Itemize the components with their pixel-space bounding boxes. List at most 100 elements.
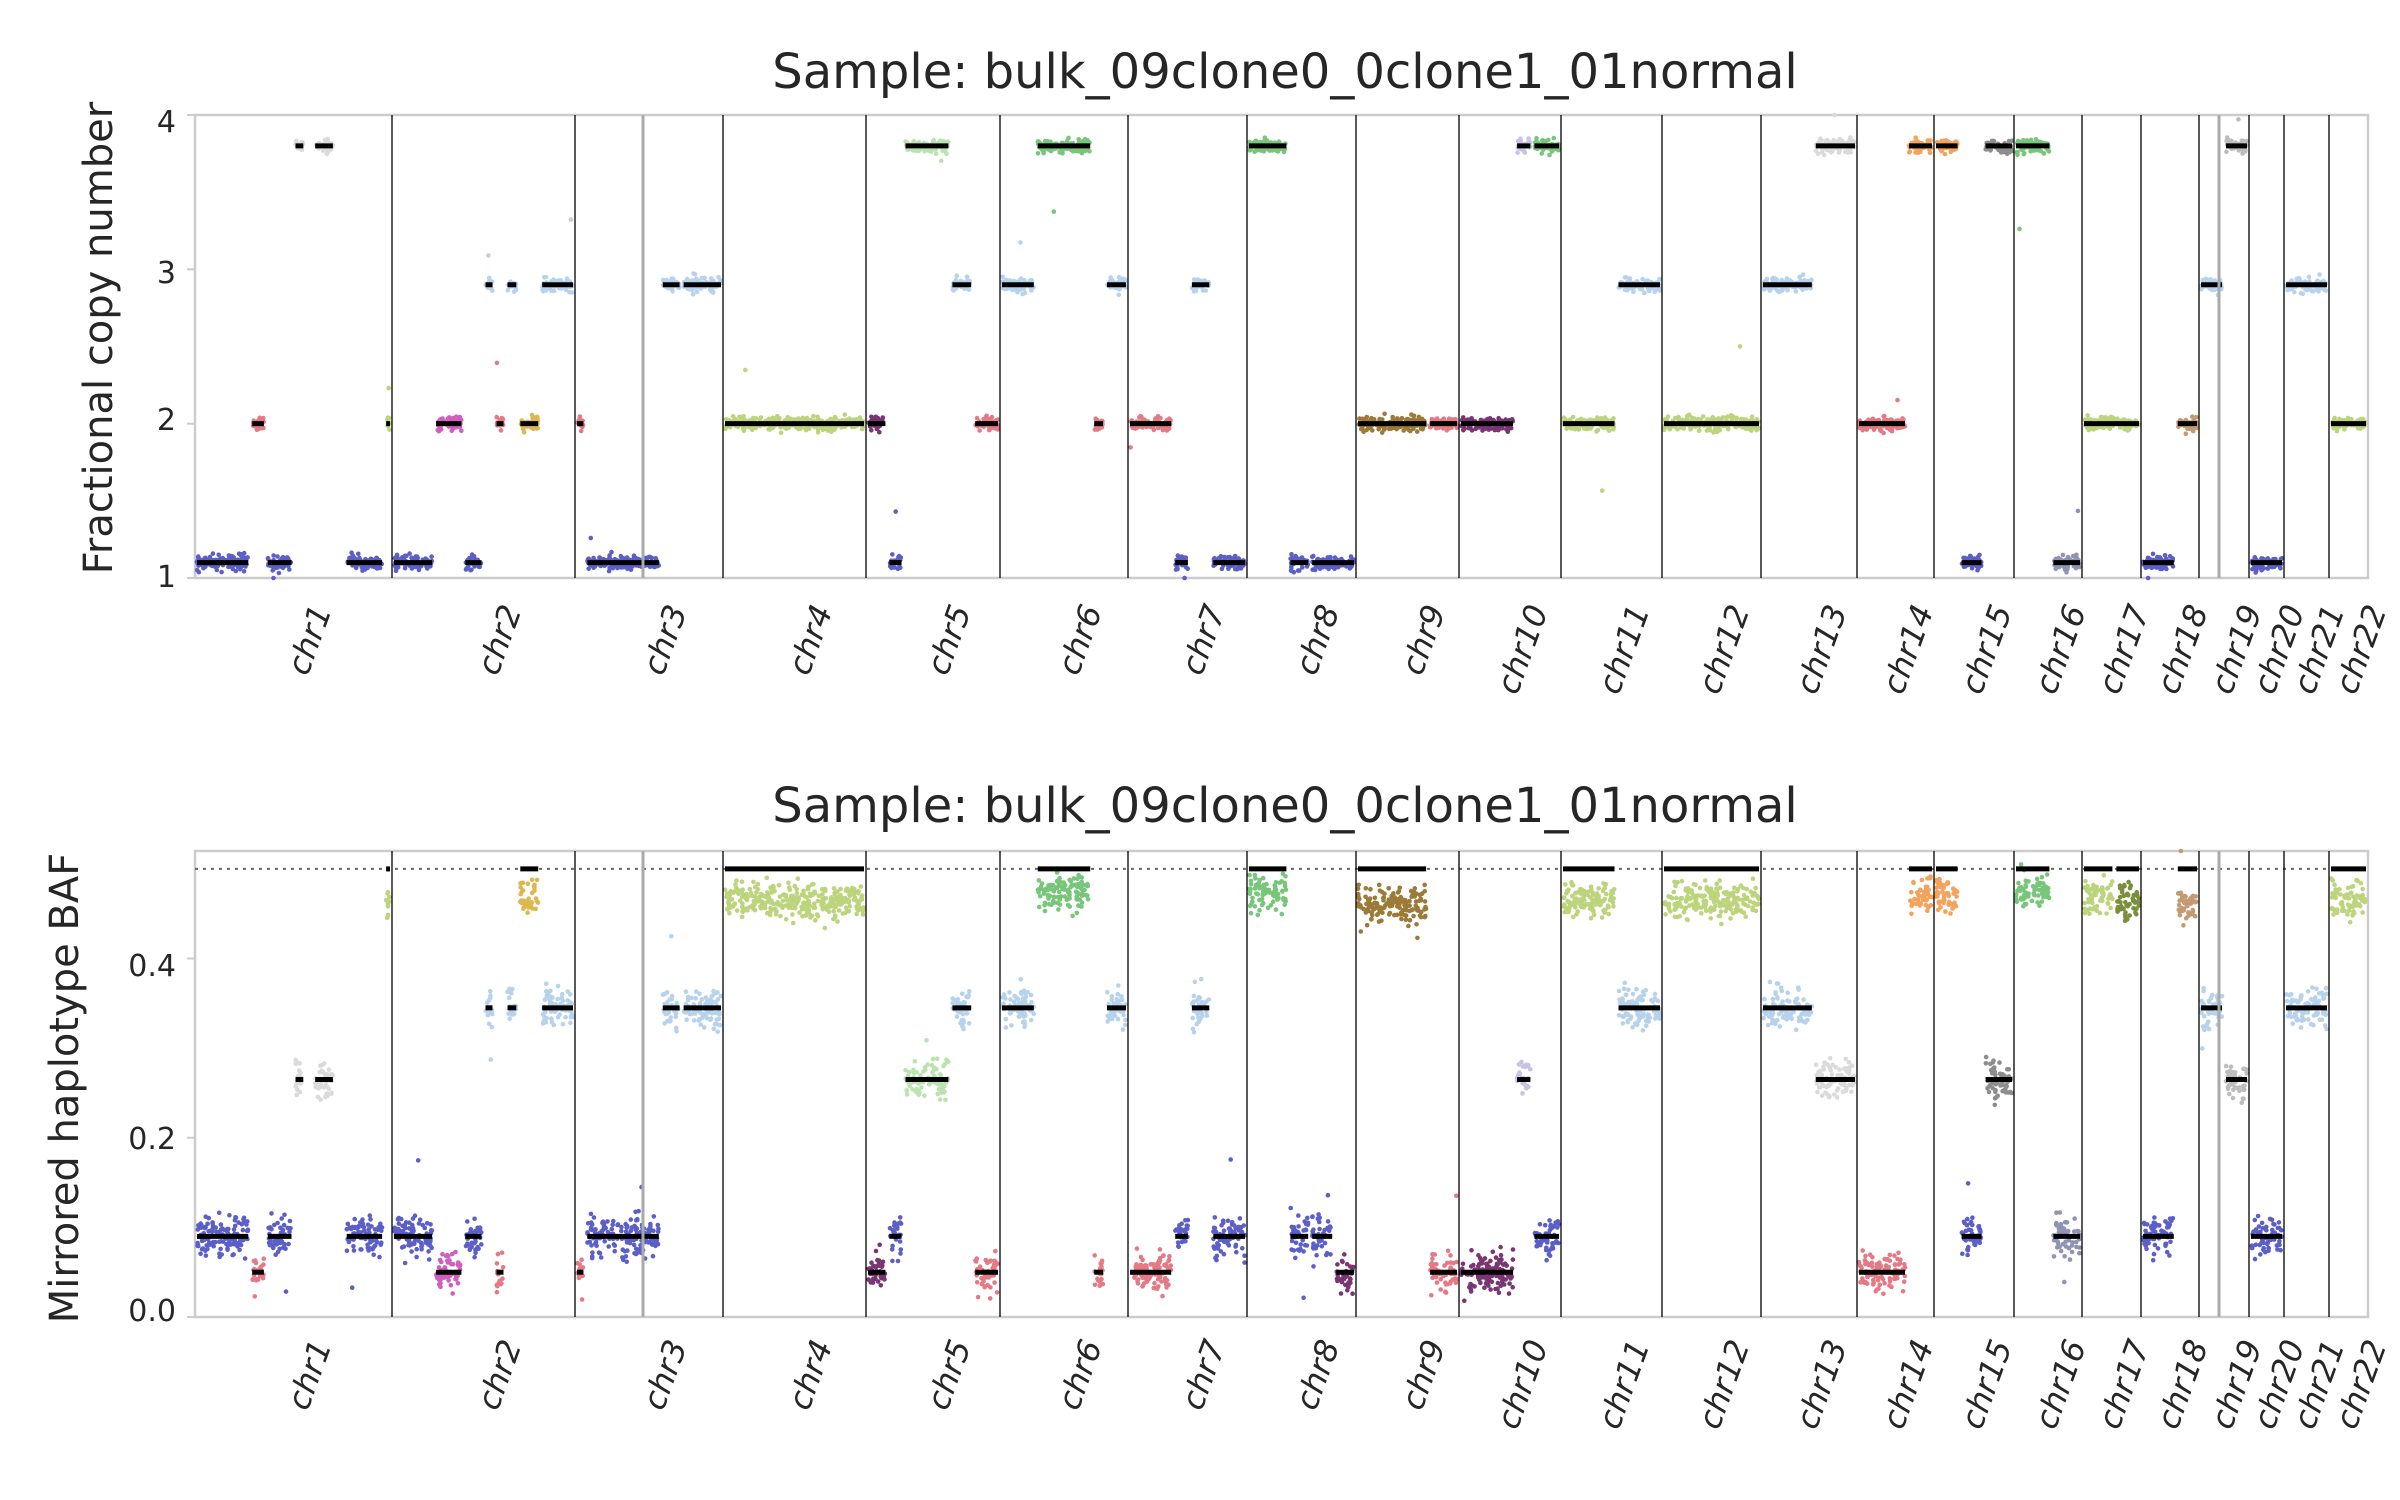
data-point bbox=[770, 415, 776, 421]
data-point bbox=[280, 565, 286, 571]
data-point bbox=[2253, 570, 2258, 575]
data-point bbox=[426, 1249, 431, 1254]
data-point bbox=[1977, 552, 1982, 558]
data-point bbox=[869, 428, 874, 433]
data-point bbox=[778, 430, 784, 436]
data-point bbox=[1818, 136, 1823, 141]
data-point bbox=[1441, 416, 1447, 422]
data-point bbox=[242, 1256, 248, 1261]
data-point bbox=[741, 414, 746, 419]
y-tick-label: 1 bbox=[157, 560, 176, 595]
x-tick-label-chr14: chr14 bbox=[1874, 600, 1941, 699]
data-point bbox=[378, 1242, 384, 1247]
data-point bbox=[1913, 135, 1918, 140]
data-point bbox=[252, 1294, 258, 1299]
data-point bbox=[233, 1215, 239, 1220]
data-point bbox=[1443, 425, 1449, 431]
data-point bbox=[1622, 287, 1628, 293]
data-point bbox=[352, 1216, 358, 1222]
data-point bbox=[396, 1221, 402, 1226]
data-point bbox=[2200, 278, 2206, 283]
data-point bbox=[1420, 427, 1425, 432]
y-tick-label: 3 bbox=[157, 256, 176, 291]
data-point bbox=[2060, 552, 2066, 558]
data-point bbox=[535, 425, 541, 431]
data-point bbox=[896, 553, 902, 559]
data-point bbox=[1793, 289, 1799, 294]
data-point bbox=[2358, 416, 2364, 422]
data-point bbox=[1832, 112, 1837, 118]
data-point bbox=[283, 1246, 288, 1252]
data-point bbox=[2306, 274, 2312, 280]
data-point bbox=[203, 1214, 208, 1219]
data-point bbox=[499, 415, 505, 421]
data-point bbox=[500, 1276, 505, 1281]
data-point bbox=[488, 993, 493, 998]
data-point bbox=[2094, 425, 2099, 431]
data-point bbox=[1311, 553, 1316, 559]
x-tick-label-chr10: chr10 bbox=[1489, 600, 1556, 699]
x-tick-label-chr11: chr11 bbox=[1590, 600, 1657, 699]
data-point bbox=[1193, 288, 1199, 294]
data-point bbox=[371, 1245, 377, 1250]
data-point bbox=[2041, 151, 2047, 156]
data-point bbox=[1087, 149, 1092, 154]
x-tick-label-chr9: chr9 bbox=[1393, 600, 1453, 680]
x-tick-labels-copy-number: chr1 chr2 chr3 chr4 chr5 chr6 chr7 chr8 chr9 chr1… bbox=[279, 599, 2394, 699]
data-point bbox=[241, 569, 247, 574]
data-point bbox=[1274, 148, 1279, 154]
x-tick-label-chr12: chr12 bbox=[1690, 600, 1757, 699]
data-point bbox=[344, 1248, 350, 1253]
data-point bbox=[428, 1222, 433, 1227]
data-point bbox=[564, 276, 570, 281]
data-point bbox=[692, 271, 698, 277]
data-point bbox=[198, 1251, 203, 1257]
data-point bbox=[529, 412, 535, 418]
x-tick-label-chr13: chr13 bbox=[1788, 600, 1855, 699]
data-point bbox=[1564, 426, 1569, 432]
data-point bbox=[615, 565, 620, 571]
y-axis-label-baf: Mirrored haplotype BAF bbox=[42, 853, 88, 1323]
data-point bbox=[360, 1217, 365, 1222]
data-point bbox=[2162, 553, 2168, 558]
data-point bbox=[354, 1226, 360, 1231]
data-point bbox=[981, 416, 986, 422]
data-point bbox=[694, 276, 699, 282]
data-point bbox=[230, 566, 236, 572]
data-point bbox=[2224, 149, 2229, 154]
data-point bbox=[916, 148, 922, 154]
data-point bbox=[1688, 427, 1693, 432]
data-point bbox=[498, 428, 504, 433]
data-point bbox=[495, 1251, 501, 1257]
data-point bbox=[385, 904, 391, 909]
data-point bbox=[507, 1016, 512, 1021]
data-point bbox=[419, 1242, 425, 1248]
data-point bbox=[621, 556, 626, 561]
data-point bbox=[287, 1218, 293, 1224]
data-point bbox=[296, 1068, 302, 1073]
data-point bbox=[1161, 425, 1166, 431]
data-point bbox=[2085, 413, 2090, 418]
data-point bbox=[505, 287, 511, 293]
data-point bbox=[210, 1227, 215, 1232]
x-tick-label-chr3: chr3 bbox=[635, 600, 695, 680]
data-point bbox=[702, 275, 707, 281]
data-point bbox=[351, 1248, 357, 1253]
data-point bbox=[1882, 413, 1887, 419]
data-point bbox=[230, 1252, 235, 1258]
data-point bbox=[1737, 344, 1743, 349]
panel-copy-number: Sample: bulk_09clone0_0clone1_01normal F… bbox=[76, 44, 2394, 699]
x-tick-label-chr8: chr8 bbox=[1287, 600, 1347, 680]
data-point bbox=[737, 414, 742, 420]
data-point bbox=[345, 1221, 351, 1227]
data-point bbox=[377, 1254, 382, 1260]
data-point bbox=[226, 553, 232, 558]
data-point bbox=[2086, 427, 2091, 433]
data-point bbox=[1622, 275, 1628, 280]
data-point bbox=[1778, 288, 1783, 294]
data-point bbox=[1219, 566, 1225, 572]
data-point bbox=[1821, 152, 1827, 158]
data-point bbox=[375, 1227, 381, 1233]
data-point bbox=[294, 1081, 300, 1087]
